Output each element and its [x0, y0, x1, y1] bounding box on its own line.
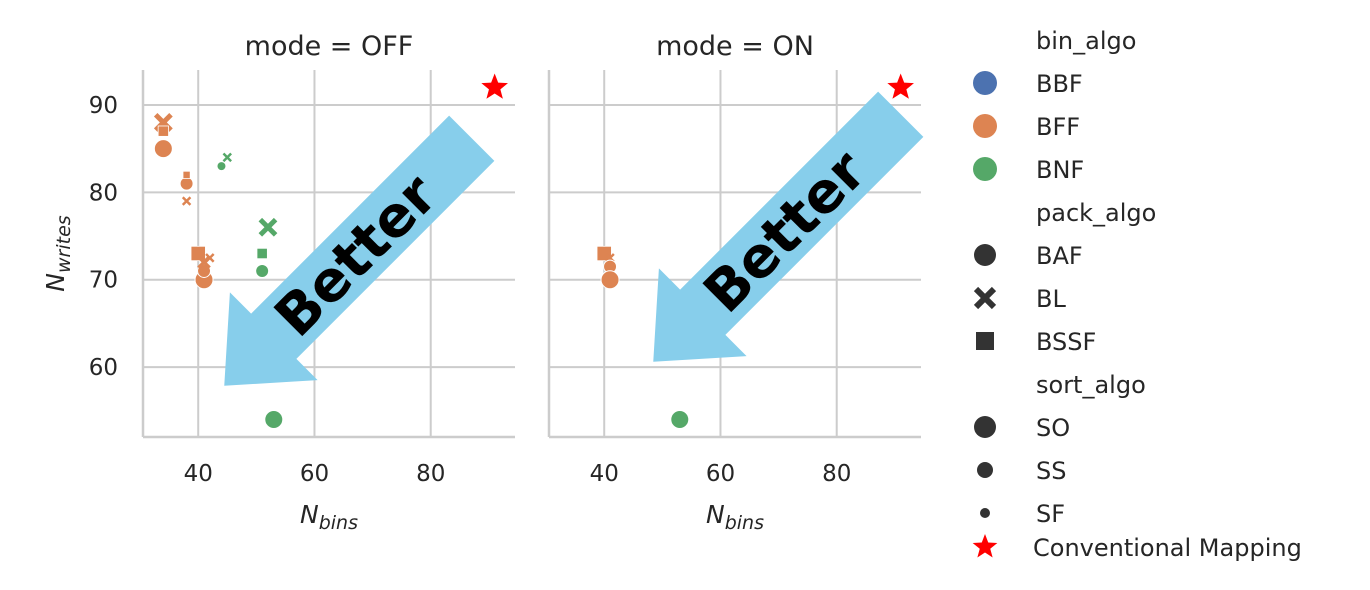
y-tick-label: 90 — [89, 93, 118, 119]
x-axis-label-sub: bins — [319, 512, 358, 534]
data-point — [157, 125, 169, 137]
legend-label: BL — [1036, 285, 1066, 313]
legend-label: SO — [1036, 414, 1070, 442]
legend-marker — [974, 244, 996, 266]
panel-title: mode = OFF — [245, 31, 414, 62]
legend-label: BFF — [1036, 113, 1080, 141]
x-tick-label: 60 — [706, 461, 735, 487]
x-axis-label-main: N — [300, 500, 319, 529]
x-tick-label: 40 — [184, 461, 213, 487]
data-point — [190, 245, 206, 262]
legend-label-conventional: Conventional Mapping — [1033, 534, 1302, 562]
legend-title-pack-algo: pack_algo — [1036, 199, 1156, 227]
legend-label: SS — [1036, 457, 1066, 485]
legend-label: BSSF — [1036, 328, 1096, 356]
x-axis-label-sub: bins — [725, 512, 764, 534]
legend-marker — [973, 114, 997, 138]
y-tick-label: 80 — [89, 180, 118, 206]
data-point — [179, 176, 194, 191]
legend-title-bin-algo: bin_algo — [1036, 27, 1136, 55]
reference-star — [481, 73, 508, 99]
data-point — [181, 196, 192, 206]
legend-marker — [973, 286, 997, 310]
data-point — [670, 410, 690, 430]
better-arrow — [653, 91, 924, 362]
y-axis-label-sub: writes — [53, 215, 75, 273]
legend-marker — [974, 416, 996, 438]
legend-label: BNF — [1036, 156, 1084, 184]
panel-title: mode = ON — [656, 31, 814, 62]
x-axis-label: Nbins — [300, 500, 358, 534]
better-arrow — [224, 115, 495, 386]
legend-label: BBF — [1036, 70, 1083, 98]
data-point — [222, 152, 232, 163]
y-axis-label: Nwrites — [41, 215, 75, 291]
x-tick-label: 80 — [822, 461, 851, 487]
x-tick-label: 80 — [416, 461, 445, 487]
legend-marker — [973, 71, 997, 95]
legend: bin_algo BBF BFF BNF pack_algo BAF BL BSSF sort_… — [972, 27, 1302, 562]
y-tick-label: 60 — [89, 355, 118, 381]
legend-label: SF — [1036, 500, 1065, 528]
data-point — [205, 253, 215, 263]
x-axis-label: Nbins — [706, 500, 764, 534]
x-axis-label-main: N — [706, 500, 725, 529]
legend-marker — [980, 508, 990, 518]
data-point — [255, 263, 270, 278]
x-tick-label: 40 — [590, 461, 619, 487]
better-label: Better — [263, 162, 451, 350]
data-point — [216, 161, 227, 172]
legend-title-sort-algo: sort_algo — [1036, 371, 1146, 399]
data-point — [600, 270, 620, 290]
legend-marker — [977, 462, 993, 478]
legend-marker — [976, 332, 994, 350]
reference-star — [887, 73, 914, 99]
better-annotation: Better — [653, 91, 924, 362]
legend-marker — [973, 157, 997, 181]
data-point — [256, 247, 268, 260]
data-point — [153, 139, 173, 159]
y-tick-label: 70 — [89, 268, 118, 294]
x-tick-label: 60 — [300, 461, 329, 487]
data-point — [258, 217, 278, 237]
data-point — [182, 170, 191, 179]
legend-label: BAF — [1036, 242, 1083, 270]
better-annotation: Better — [224, 115, 495, 386]
data-point — [264, 410, 284, 430]
y-axis-label-main: N — [41, 273, 70, 292]
panel-on: mode = ON 40 60 80 Nbins Better — [547, 31, 924, 534]
legend-star-icon — [972, 534, 998, 558]
